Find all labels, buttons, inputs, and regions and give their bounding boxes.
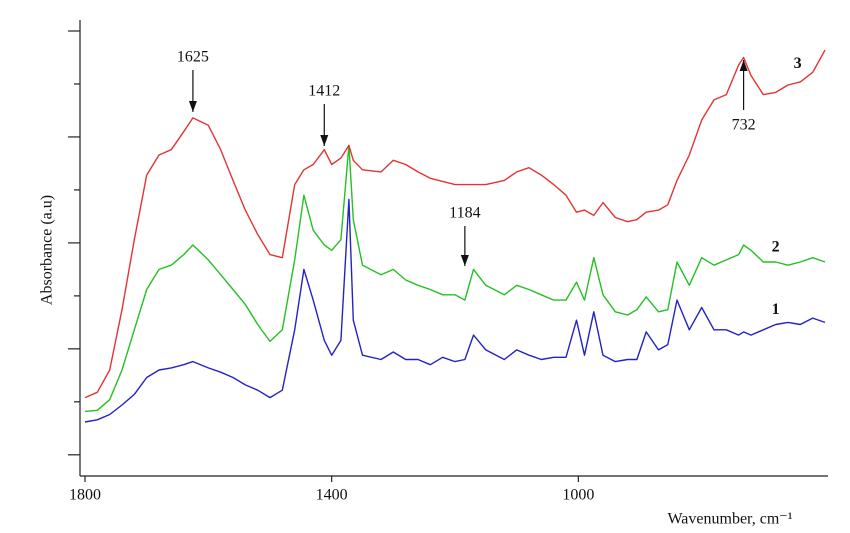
y-axis-label: Absorbance (a.u) xyxy=(39,195,56,305)
series-label: 3 xyxy=(794,55,802,72)
x-tick-label: 1000 xyxy=(562,487,594,504)
peak-label: 732 xyxy=(732,117,756,134)
spectrum-line xyxy=(84,144,826,413)
series-label: 1 xyxy=(772,301,780,318)
arrow-head xyxy=(320,135,329,146)
peak-label: 1412 xyxy=(308,83,340,100)
spectrum-line xyxy=(84,49,826,399)
arrow-head xyxy=(188,101,197,112)
series-label: 2 xyxy=(772,239,780,256)
peak-label: 1625 xyxy=(177,49,209,66)
arrow-head xyxy=(739,60,748,71)
peak-label: 1184 xyxy=(449,205,480,222)
x-axis-label: Wavenumber, cm⁻¹ xyxy=(667,511,792,528)
spectrum-line xyxy=(84,198,826,423)
x-tick-label: 1800 xyxy=(69,487,101,504)
x-tick-label: 1400 xyxy=(316,487,348,504)
arrow-head xyxy=(460,255,469,266)
